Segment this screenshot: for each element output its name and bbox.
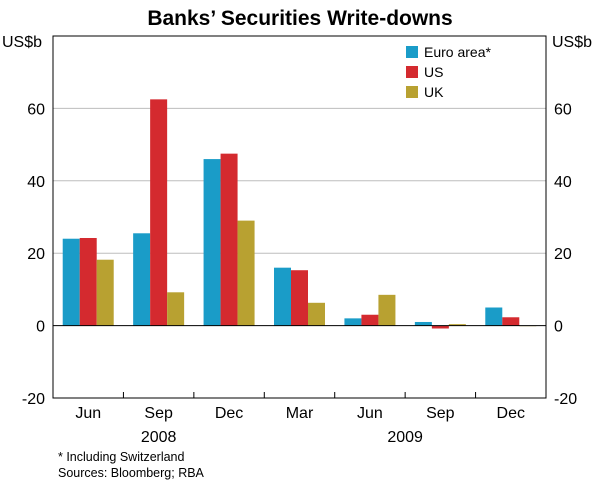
- y-tick-label-right: 0: [554, 319, 563, 336]
- y-tick-label-left: -20: [22, 391, 45, 408]
- legend-swatch: [406, 66, 418, 78]
- x-tick-label: Dec: [497, 405, 525, 422]
- bar-uk: [378, 294, 396, 326]
- sources-note: Sources: Bloomberg; RBA: [58, 466, 205, 480]
- bar-euro-area: [203, 159, 221, 326]
- x-tick-label: Sep: [144, 405, 173, 422]
- x-year-label: 2008: [141, 429, 177, 446]
- x-tick-label: Sep: [426, 405, 455, 422]
- legend-label: Euro area*: [424, 44, 491, 60]
- x-tick-label: Dec: [215, 405, 243, 422]
- y-tick-label-left: 0: [36, 319, 45, 336]
- x-tick-label: Mar: [286, 405, 314, 422]
- legend-swatch: [406, 46, 418, 58]
- bar-us: [220, 153, 238, 326]
- bar-us: [79, 237, 97, 326]
- bar-euro-area: [414, 321, 432, 326]
- x-tick-label: Jun: [75, 405, 101, 422]
- bar-euro-area: [274, 267, 291, 326]
- bar-uk: [448, 324, 466, 326]
- y-tick-label-right: -20: [554, 391, 577, 408]
- bar-us: [361, 314, 379, 326]
- bar-euro-area: [485, 307, 503, 326]
- bar-us: [291, 270, 308, 326]
- bar-us: [502, 317, 520, 326]
- bar-uk: [167, 292, 185, 326]
- x-tick-label: Jun: [357, 405, 383, 422]
- bar-euro-area: [344, 318, 362, 326]
- chart-title: Banks’ Securities Write-downs: [147, 7, 452, 30]
- footnote: * Including Switzerland: [58, 450, 185, 464]
- legend-label: UK: [424, 84, 444, 100]
- y-tick-label-right: 20: [554, 246, 572, 263]
- plot-area: -20 -20 0 0 20 20 40 40 60 60 US$b US$b Jun Sep Dec Mar…: [2, 34, 592, 446]
- legend-swatch: [406, 86, 418, 98]
- x-year-label: 2009: [387, 429, 423, 446]
- y-tick-label-left: 40: [27, 174, 45, 191]
- bar-euro-area: [133, 233, 151, 326]
- y-tick-label-right: 60: [554, 101, 572, 118]
- legend: Euro area* US UK: [406, 44, 491, 100]
- bar-us: [431, 325, 449, 329]
- bar-euro-area: [62, 238, 80, 326]
- y-axis-unit-left: US$b: [2, 34, 42, 51]
- bar-uk: [96, 259, 114, 326]
- bar-uk: [308, 302, 325, 326]
- y-tick-label-left: 60: [27, 101, 45, 118]
- plot-frame: [52, 35, 547, 399]
- bar-us: [150, 99, 168, 326]
- y-tick-label-left: 20: [27, 246, 45, 263]
- y-axis-unit-right: US$b: [552, 34, 592, 51]
- y-tick-label-right: 40: [554, 174, 572, 191]
- legend-label: US: [424, 64, 443, 80]
- bar-uk: [237, 220, 255, 326]
